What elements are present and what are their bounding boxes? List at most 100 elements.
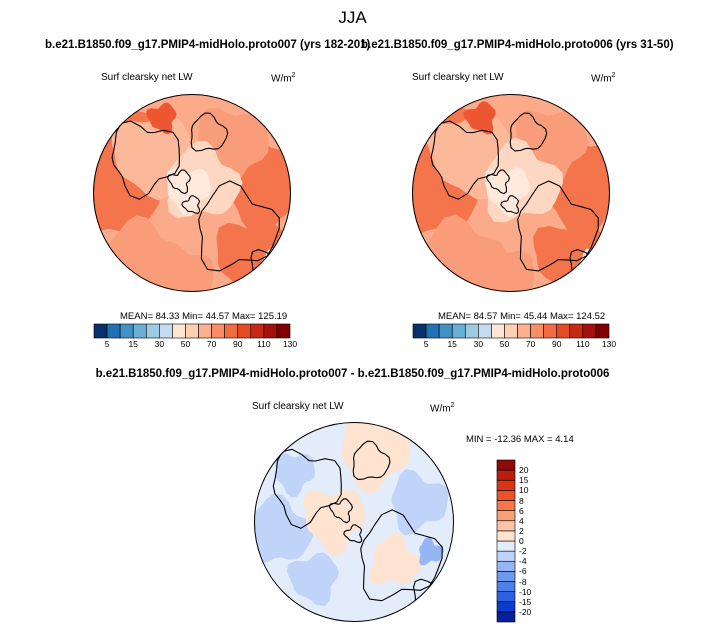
- coastline: [181, 195, 201, 214]
- field-contour-region: [463, 101, 496, 135]
- coastline: [190, 112, 229, 152]
- panel3-units-base: W/m: [430, 403, 451, 415]
- colorbar-swatch: [543, 323, 558, 339]
- panel1-mean-value: 84.33: [155, 311, 180, 322]
- colorbar-swatch: [496, 490, 516, 501]
- panel1-polar-map: [93, 94, 291, 292]
- season-title: JJA: [338, 8, 367, 27]
- field-contour-region: [254, 493, 315, 564]
- colorbar-swatch: [504, 323, 518, 339]
- colorbar-swatch: [412, 323, 427, 339]
- panel1-variable-label: Surf clearsky net LW: [101, 72, 193, 83]
- colorbar-swatch: [496, 550, 516, 562]
- panel1-colorbar-ticks: 5 15 30 50 70 90 110 130: [94, 339, 297, 351]
- colorbar-tick-label: 4: [519, 515, 524, 526]
- panel3-min-label: MIN =: [466, 434, 492, 445]
- panel3-stats: MIN = -12.36 MAX = 4.14: [466, 434, 574, 445]
- panel2-min-value: 45.44: [523, 311, 548, 322]
- map-boundary: [412, 94, 610, 292]
- colorbar-swatch: [198, 323, 212, 339]
- coastline: [360, 509, 443, 602]
- panel3-variable-label: Surf clearsky net LW: [252, 401, 344, 412]
- colorbar-swatch: [119, 323, 134, 339]
- colorbar-swatch: [211, 323, 225, 339]
- coastline: [328, 498, 353, 524]
- colorbar-tick-label: 6: [519, 505, 524, 516]
- coastline: [352, 440, 391, 480]
- panel1-mean-label: MEAN=: [120, 311, 153, 322]
- panel3-max-value: 4.14: [555, 434, 574, 445]
- panel3-polar-map: [254, 422, 454, 622]
- panel1-units-exp: 2: [291, 72, 296, 79]
- colorbar-swatch: [496, 601, 516, 613]
- colorbar-swatch: [496, 459, 516, 471]
- map-boundary: [254, 422, 454, 622]
- colorbar-tick-label: -6: [519, 566, 527, 577]
- coastline: [509, 112, 548, 152]
- panel2-variable-label: Surf clearsky net LW: [412, 72, 504, 83]
- colorbar-tick-label: 50: [180, 339, 191, 349]
- panel1-min-label: Min=: [182, 311, 203, 322]
- field-contour-region: [286, 552, 339, 606]
- panel2-polar-map: [412, 94, 610, 292]
- colorbar-swatch: [496, 591, 516, 603]
- colorbar-tick-label: 30: [473, 339, 484, 349]
- colorbar-swatch: [425, 323, 440, 339]
- colorbar-tick-label: 70: [206, 339, 217, 349]
- field-contour-region: [368, 532, 422, 585]
- panel1-max-value: 125.19: [258, 311, 288, 322]
- colorbar-swatch: [93, 323, 108, 339]
- colorbar-tick-label: -2: [519, 546, 527, 557]
- panel3-units: W/m2: [430, 402, 454, 414]
- colorbar-swatch: [595, 323, 610, 339]
- map-boundary: [93, 94, 291, 292]
- colorbar-tick-label: 90: [551, 339, 562, 349]
- field-contour-region: [146, 102, 177, 135]
- colorbar-swatch: [250, 323, 265, 339]
- colorbar-tick-label: 20: [519, 465, 529, 476]
- field-contour-region: [419, 536, 444, 566]
- colorbar-swatch: [569, 323, 584, 339]
- colorbar-tick-label: 0: [519, 536, 524, 546]
- coastline: [167, 169, 191, 195]
- colorbar-swatch: [496, 500, 516, 511]
- coastline: [111, 120, 180, 200]
- field-contour-region: [153, 242, 214, 292]
- colorbar-swatch: [496, 479, 516, 491]
- colorbar-tick-label: 90: [232, 339, 243, 349]
- colorbar-tick-label: -8: [519, 576, 527, 587]
- panel1-min-value: 44.57: [205, 311, 230, 322]
- colorbar-swatch: [496, 571, 516, 582]
- colorbar-swatch: [185, 323, 199, 339]
- colorbar-tick-label: 130: [282, 339, 298, 349]
- colorbar-tick-label: 15: [128, 339, 138, 349]
- colorbar-swatch: [496, 540, 516, 552]
- field-contour-region: [303, 489, 367, 557]
- colorbar-tick-label: -4: [519, 556, 527, 567]
- panel3-colorbar-ticks: -20 -15 -10 -8 -6 -4 -2 0 2 4 6 8 10 15 20: [519, 460, 549, 622]
- colorbar-tick-label: 8: [519, 495, 524, 506]
- colorbar-swatch: [496, 520, 516, 532]
- panel2-stats: MEAN= 84.57 Min= 45.44 Max= 124.52: [438, 311, 605, 322]
- panel3-title: b.e21.B1850.f09_g17.PMIP4-midHolo.proto0…: [95, 368, 610, 380]
- colorbar-tick-label: -10: [519, 586, 532, 597]
- colorbar-swatch: [451, 323, 466, 339]
- colorbar-swatch: [496, 469, 516, 481]
- panel1-max-label: Max=: [231, 311, 256, 322]
- panel3-max-label: MAX =: [523, 434, 553, 445]
- field-contour-region: [470, 242, 534, 292]
- colorbar-tick-label: 15: [447, 339, 457, 349]
- colorbar-swatch: [224, 323, 239, 339]
- colorbar-tick-label: 70: [525, 339, 536, 349]
- field-contour-region: [341, 422, 410, 494]
- colorbar-tick-label: 5: [423, 339, 429, 349]
- colorbar-swatch: [159, 323, 173, 339]
- colorbar-swatch: [491, 323, 505, 339]
- colorbar-swatch: [530, 323, 544, 339]
- colorbar-tick-label: 15: [519, 475, 529, 486]
- colorbar-swatch: [276, 323, 291, 339]
- panel2-min-label: Min=: [500, 311, 521, 322]
- panel1-title: b.e21.B1850.f09_g17.PMIP4-midHolo.proto0…: [45, 39, 371, 51]
- colorbar-swatch: [263, 323, 278, 339]
- colorbar-tick-label: 110: [257, 339, 271, 349]
